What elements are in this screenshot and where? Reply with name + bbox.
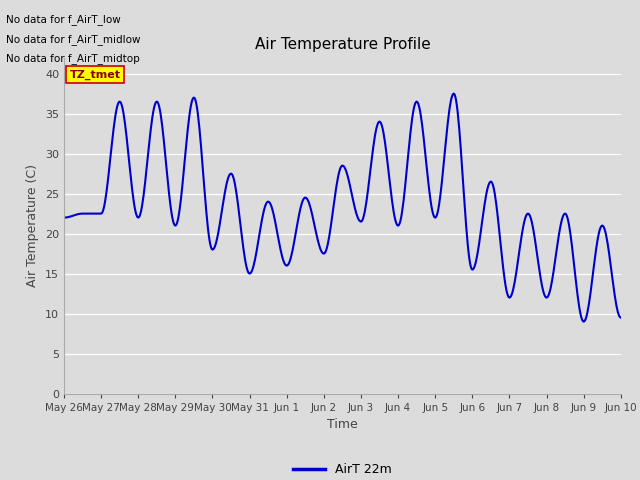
Title: Air Temperature Profile: Air Temperature Profile bbox=[255, 37, 430, 52]
Text: No data for f_AirT_midtop: No data for f_AirT_midtop bbox=[6, 53, 140, 64]
Y-axis label: Air Temperature (C): Air Temperature (C) bbox=[26, 164, 40, 287]
Legend: AirT 22m: AirT 22m bbox=[289, 458, 396, 480]
X-axis label: Time: Time bbox=[327, 418, 358, 431]
Text: No data for f_AirT_low: No data for f_AirT_low bbox=[6, 14, 121, 25]
Text: No data for f_AirT_midlow: No data for f_AirT_midlow bbox=[6, 34, 141, 45]
Text: TZ_tmet: TZ_tmet bbox=[70, 70, 120, 80]
